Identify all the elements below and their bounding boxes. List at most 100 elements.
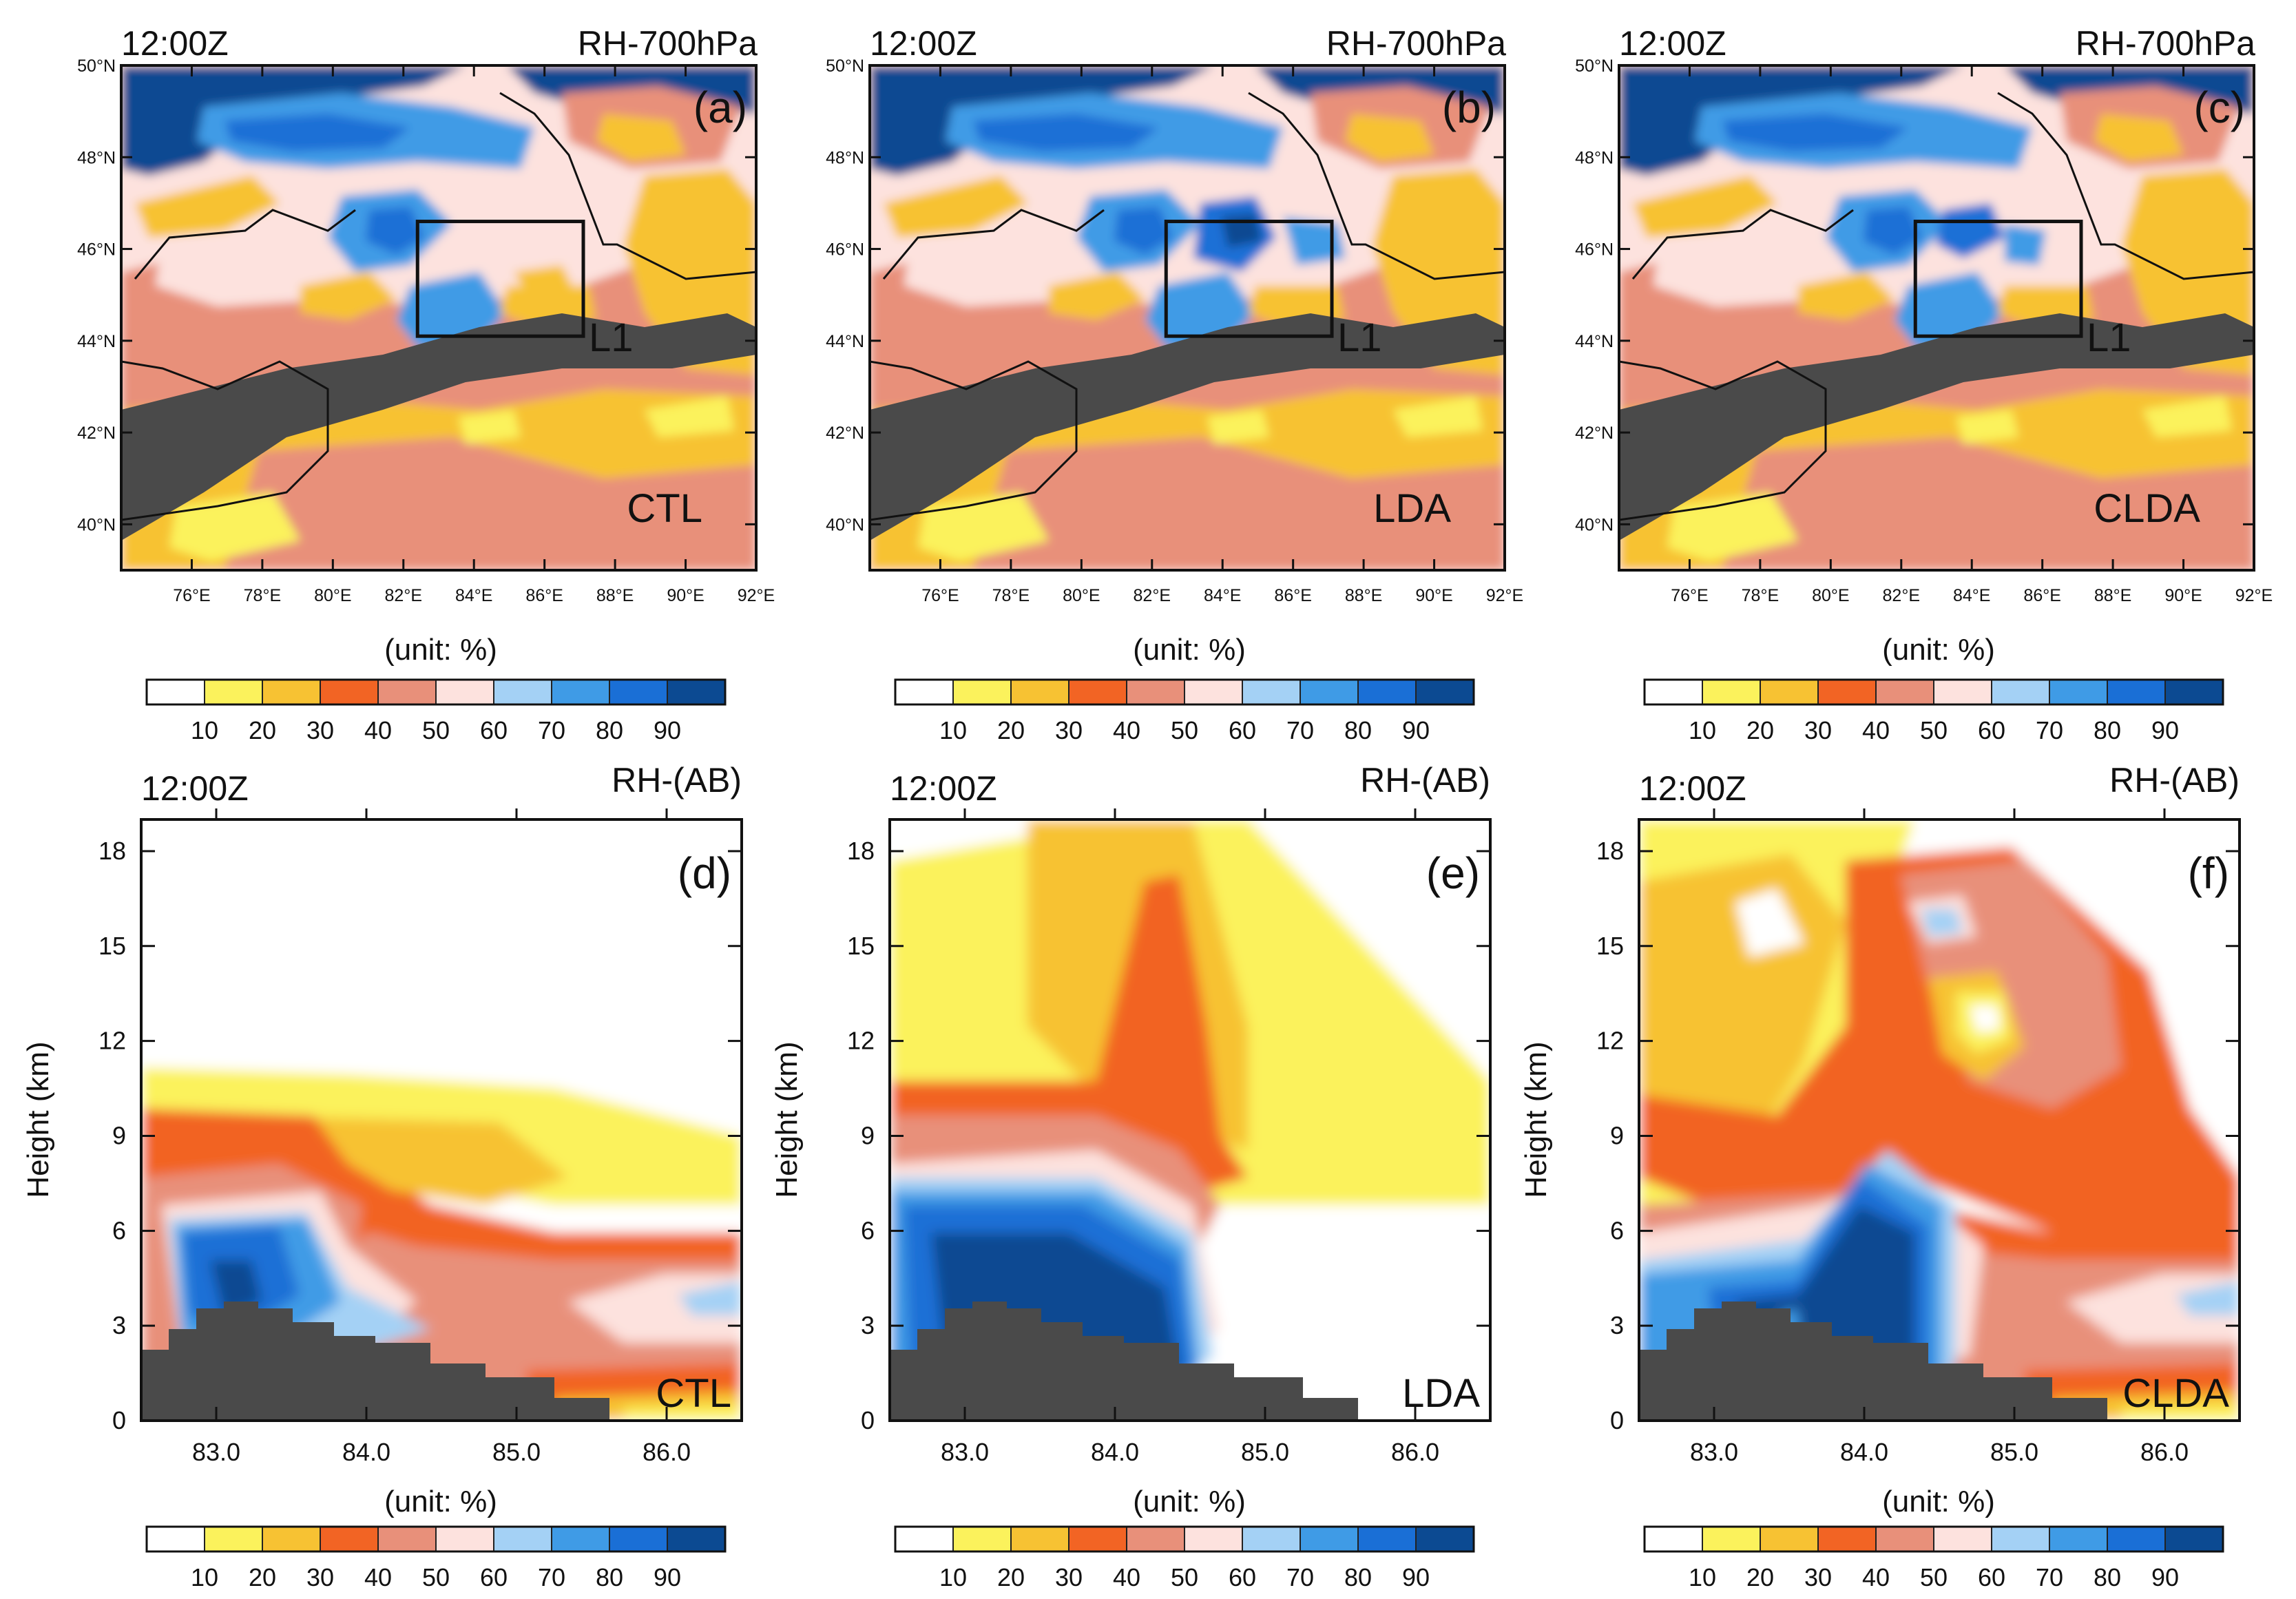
x-tick-label: 83.0 bbox=[941, 1438, 989, 1466]
colorbar-level-label: 60 bbox=[1229, 1563, 1256, 1591]
country-border bbox=[882, 209, 1105, 280]
y-tick-label: 18 bbox=[1596, 837, 1624, 865]
rh-contour-region bbox=[1393, 396, 1483, 437]
country-border bbox=[1248, 92, 1505, 280]
colorbar-swatch bbox=[1357, 1526, 1417, 1552]
map-panel-c: L1 76°E 78°E 80°E 82°E 84°E 86°E 88°E 90°E 92°E … bbox=[1575, 24, 2273, 744]
lat-tick-label: 42°N bbox=[826, 424, 864, 443]
colorbar-swatch bbox=[435, 679, 494, 705]
lat-tick-label: 44°N bbox=[77, 332, 116, 351]
rh-contour-region bbox=[1283, 217, 1345, 265]
rh-contour-region bbox=[1921, 909, 1963, 937]
colorbar-swatch bbox=[667, 679, 726, 705]
map-panel-a: L1 76°E 78°E 80°E 82°E 84°E 86°E 88°E 90°E 92°E … bbox=[77, 24, 775, 744]
rh-contour-region bbox=[1735, 888, 1804, 957]
colorbar-swatch bbox=[204, 679, 263, 705]
map-lon-ticks-a: 76°E 78°E 80°E 82°E 84°E 86°E 88°E 90°E 92°E bbox=[173, 65, 775, 605]
colorbar-swatch bbox=[1875, 1526, 1934, 1552]
lat-tick-label: 46°N bbox=[826, 240, 864, 260]
colorbar-level-label: 40 bbox=[1862, 716, 1890, 744]
y-axis-label-d: Height (km) bbox=[21, 1041, 55, 1198]
x-tick-label: 86.0 bbox=[1391, 1438, 1439, 1466]
colorbar-swatch bbox=[1760, 1526, 1819, 1552]
y-tick-label: 9 bbox=[861, 1121, 875, 1149]
colorbar-swatch bbox=[1644, 679, 1703, 705]
section-time-f: 12:00Z bbox=[1639, 769, 1746, 808]
rh-contour-region bbox=[1864, 207, 1922, 255]
lon-tick-label: 84°E bbox=[1953, 586, 1990, 605]
map-time-a: 12:00Z bbox=[121, 24, 229, 63]
map-frame-c bbox=[1618, 64, 2255, 572]
colorbar-level-label: 80 bbox=[1344, 716, 1372, 744]
y-axis-label-e: Height (km) bbox=[770, 1041, 804, 1198]
colorbar-swatch bbox=[377, 1526, 437, 1552]
lon-tick-label: 88°E bbox=[1345, 586, 1382, 605]
colorbar-swatch bbox=[1357, 679, 1417, 705]
colorbar-level-label: 90 bbox=[654, 1563, 681, 1591]
lon-tick-label: 78°E bbox=[992, 586, 1030, 605]
colorbar-level-label: 60 bbox=[1978, 1563, 2005, 1591]
colorbar-level-label: 90 bbox=[2151, 716, 2179, 744]
section-y-ticks-d: 0 3 6 9 12 15 18 bbox=[98, 837, 742, 1434]
rh-contour-region bbox=[2176, 1281, 2240, 1315]
colorbar-swatch bbox=[551, 1526, 610, 1552]
lat-tick-label: 42°N bbox=[1575, 424, 1614, 443]
colorbar-level-label: 70 bbox=[2036, 716, 2063, 744]
lat-tick-label: 44°N bbox=[1575, 332, 1614, 351]
colorbar-level-label: 40 bbox=[364, 716, 392, 744]
lat-tick-label: 42°N bbox=[77, 424, 116, 443]
section-field-d bbox=[141, 819, 742, 1421]
lon-tick-label: 86°E bbox=[525, 586, 563, 605]
colorbar-swatch bbox=[1933, 1526, 1992, 1552]
lon-tick-label: 82°E bbox=[1883, 586, 1920, 605]
colorbar-outline bbox=[145, 1525, 727, 1553]
map-panel-b: L1 76°E 78°E 80°E 82°E 84°E 86°E 88°E 90°E 92°E … bbox=[826, 24, 1523, 744]
lon-tick-label: 82°E bbox=[1134, 586, 1171, 605]
x-tick-label: 86.0 bbox=[643, 1438, 691, 1466]
colorbar-level-label: 20 bbox=[249, 1563, 276, 1591]
y-tick-label: 0 bbox=[112, 1406, 126, 1434]
lon-tick-label: 90°E bbox=[667, 586, 704, 605]
section-field-e bbox=[890, 819, 1490, 1421]
rh-contour-region bbox=[1114, 207, 1173, 255]
y-tick-label: 18 bbox=[847, 837, 875, 865]
colorbar-swatch bbox=[2164, 679, 2224, 705]
lon-tick-label: 86°E bbox=[1274, 586, 1311, 605]
map-variable-c: RH-700hPa bbox=[2076, 24, 2255, 63]
colorbar-level-label: 40 bbox=[1113, 1563, 1140, 1591]
experiment-label-a: CTL bbox=[627, 486, 702, 531]
colorbar-swatch bbox=[1991, 679, 2050, 705]
colorbar-swatch bbox=[1126, 1526, 1185, 1552]
experiment-label-d: CTL bbox=[656, 1371, 731, 1416]
colorbar-e: 10 20 30 40 50 60 70 80 90 bbox=[894, 1525, 1475, 1591]
colorbar-swatch bbox=[493, 1526, 552, 1552]
colorbar-level-label: 70 bbox=[1286, 716, 1314, 744]
y-tick-label: 6 bbox=[112, 1216, 126, 1244]
lon-tick-label: 84°E bbox=[455, 586, 492, 605]
rh-contour-region bbox=[1722, 437, 2254, 570]
y-tick-label: 3 bbox=[1610, 1311, 1624, 1339]
y-tick-label: 15 bbox=[847, 932, 875, 960]
lon-tick-label: 80°E bbox=[314, 586, 351, 605]
map-variable-a: RH-700hPa bbox=[578, 24, 758, 63]
terrain-mask bbox=[141, 1302, 609, 1421]
x-tick-label: 84.0 bbox=[1091, 1438, 1139, 1466]
colorbar-level-label: 40 bbox=[364, 1563, 392, 1591]
y-tick-label: 12 bbox=[98, 1027, 126, 1055]
colorbar-level-label: 60 bbox=[480, 716, 508, 744]
colorbar-outline bbox=[894, 1525, 1475, 1553]
section-x-ticks-d: 83.0 84.0 85.0 86.0 bbox=[192, 808, 691, 1466]
rh-contour-region bbox=[870, 65, 1214, 176]
rh-contour-region bbox=[678, 1281, 742, 1315]
y-tick-label: 6 bbox=[861, 1216, 875, 1244]
y-tick-label: 3 bbox=[861, 1311, 875, 1339]
lat-tick-label: 40°N bbox=[826, 515, 864, 534]
colorbar-level-label: 20 bbox=[249, 716, 276, 744]
colorbar-level-label: 50 bbox=[1171, 716, 1198, 744]
lon-tick-label: 90°E bbox=[2164, 586, 2202, 605]
section-variable-f: RH-(AB) bbox=[2109, 761, 2240, 800]
experiment-label-b: LDA bbox=[1373, 486, 1451, 531]
map-time-c: 12:00Z bbox=[1619, 24, 1726, 63]
panel-label-d: (d) bbox=[678, 848, 731, 898]
map-frame-b bbox=[868, 64, 1506, 572]
